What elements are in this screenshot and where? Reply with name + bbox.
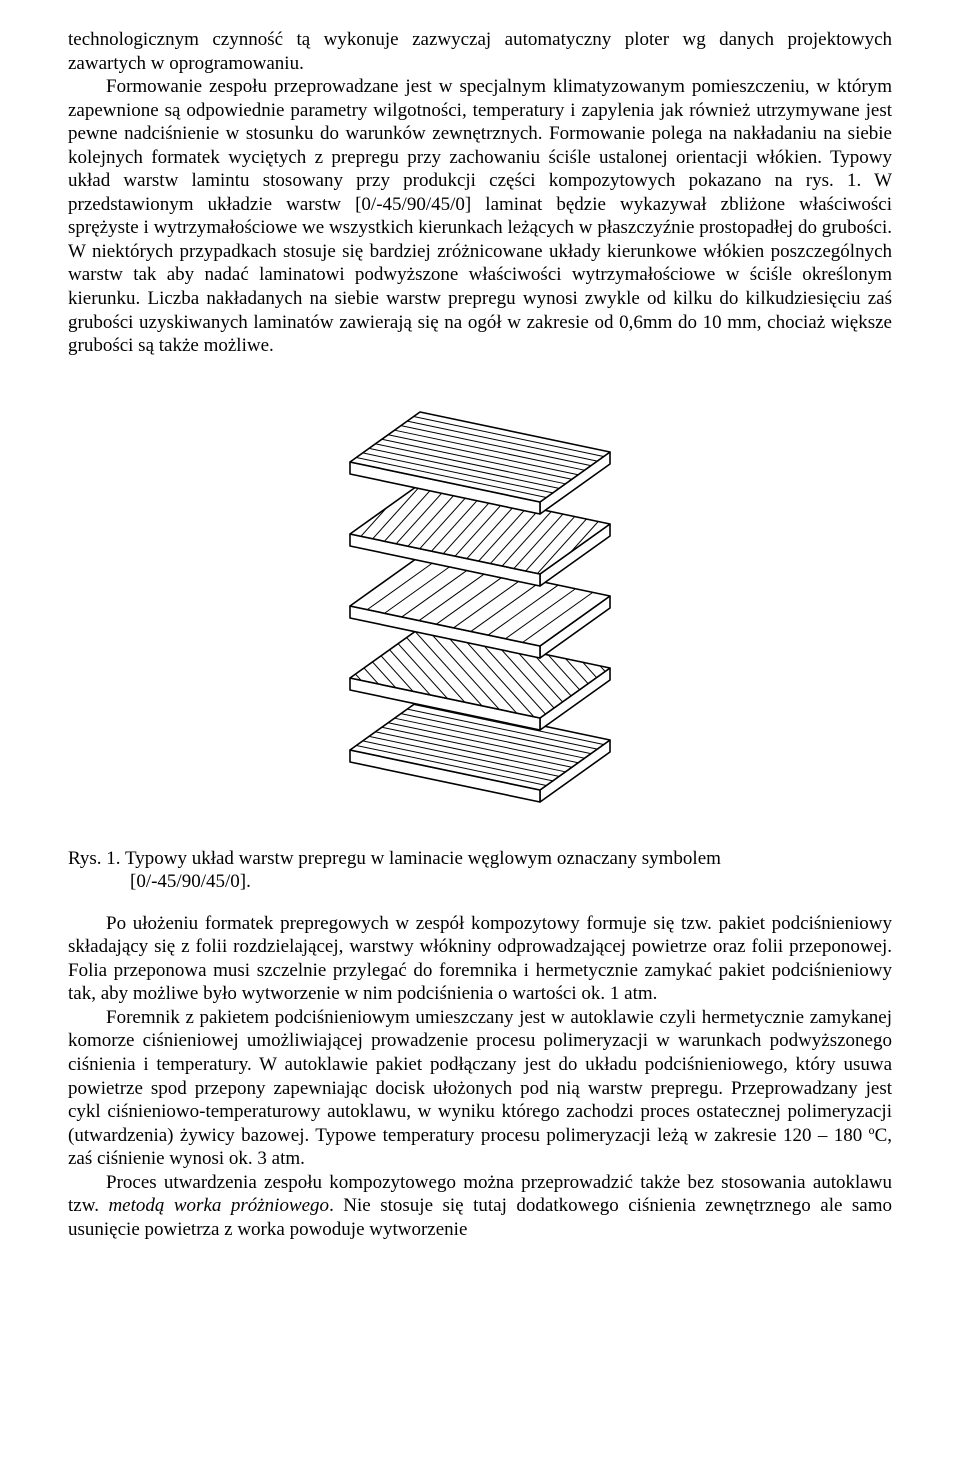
figure-caption-line1: Rys. 1. Typowy układ warstw prepregu w l…	[68, 848, 721, 869]
paragraph-4: Proces utwardzenia zespołu kompozytowego…	[68, 1171, 892, 1242]
paragraph-2: Po ułożeniu formatek prepregowych w zesp…	[68, 912, 892, 1006]
paragraph-4-italic: metodą worka próżniowego	[108, 1195, 329, 1216]
figure-1	[68, 392, 892, 817]
laminate-layers-diagram	[310, 392, 650, 812]
paragraph-1-body: Formowanie zespołu przeprowadzane jest w…	[68, 75, 892, 358]
paragraph-1-intro: technologicznym czynność tą wykonuje zaz…	[68, 28, 892, 75]
document-page: technologicznym czynność tą wykonuje zaz…	[0, 0, 960, 1281]
paragraph-3: Foremnik z pakietem podciśnieniowym umie…	[68, 1006, 892, 1171]
figure-caption-line2: [0/-45/90/45/0].	[68, 870, 892, 894]
figure-1-caption: Rys. 1. Typowy układ warstw prepregu w l…	[68, 847, 892, 894]
